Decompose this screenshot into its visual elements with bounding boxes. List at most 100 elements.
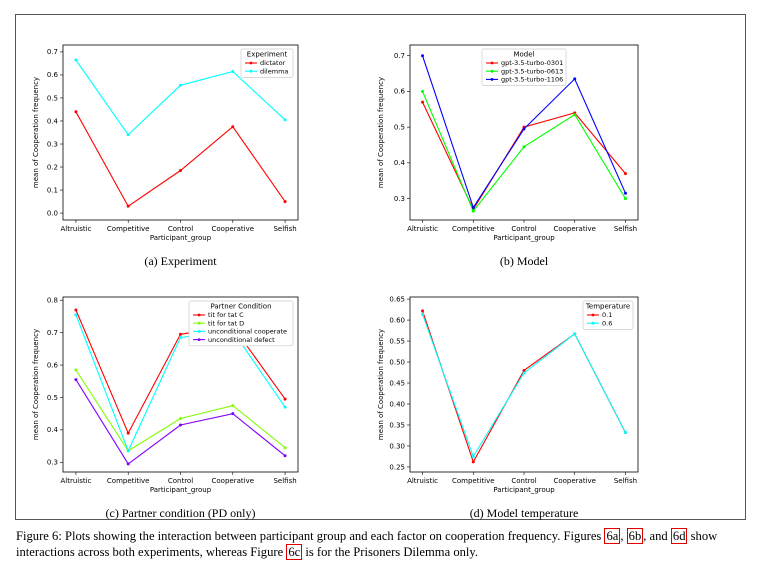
x-axis-label: Participant_group [493, 234, 555, 242]
legend-label: 0.1 [602, 311, 612, 319]
legend-label: unconditional defect [208, 336, 275, 344]
figure-frame [15, 14, 746, 520]
data-point [471, 209, 475, 213]
legend-title: Temperature [585, 303, 630, 311]
y-tick-label: 0.1 [47, 186, 58, 194]
legend-label: gpt-3.5-turbo-0301 [501, 59, 563, 67]
figure-caption: Figure 6: Plots showing the interaction … [16, 528, 746, 560]
data-point [179, 417, 182, 421]
legend-title: Model [513, 51, 534, 59]
y-tick-label: 0.6 [394, 88, 406, 96]
data-point [522, 371, 526, 375]
y-tick-label: 0.30 [389, 442, 405, 450]
data-point [573, 77, 577, 81]
x-tick-label: Control [168, 477, 193, 485]
x-tick-label: Competitive [107, 477, 150, 485]
data-point [283, 200, 287, 204]
y-axis-label: mean of Cooperation frequency [32, 77, 40, 188]
data-point [74, 313, 78, 317]
ref-link-6b[interactable]: 6b [626, 528, 644, 544]
data-point [74, 58, 78, 62]
y-tick-label: 0.3 [47, 140, 58, 148]
x-tick-label: Competitive [452, 477, 495, 485]
y-tick-label: 0.3 [394, 195, 405, 203]
legend-marker [249, 69, 253, 73]
data-point [126, 462, 130, 466]
y-tick-label: 0.60 [389, 316, 405, 324]
caption-sep-1: , [620, 529, 627, 543]
data-point [179, 336, 182, 340]
y-tick-label: 0.25 [389, 463, 405, 471]
chart-model-temperature: 0.25 0.30 0.35 0.40 0.45 0.50 0.55 0.60 0.65 Altr… [377, 295, 639, 494]
chart-experiment: 0.0 0.1 0.2 0.3 0.4 0.5 0.6 0.7 Altruistic Compet… [32, 44, 299, 242]
caption-text-1: Figure 6: Plots showing the interaction … [16, 529, 605, 543]
chart-partner-condition: 0.3 0.4 0.5 0.6 0.7 0.8 Altruistic Competitive C… [32, 297, 299, 494]
legend-label: tit for tat C [208, 311, 244, 319]
data-point [231, 69, 235, 73]
data-point [283, 454, 287, 458]
y-axis-label: mean of Cooperation frequency [32, 329, 40, 440]
data-point [231, 412, 235, 416]
data-point [623, 191, 627, 195]
legend-box [582, 300, 634, 330]
x-tick-label: Selfish [273, 225, 296, 233]
y-axis-label: mean of Cooperation frequency [377, 329, 385, 440]
legend-label: 0.6 [602, 319, 612, 327]
x-tick-label: Cooperative [212, 225, 255, 233]
data-point [623, 431, 627, 435]
caption-text-2: show interactions across both experiment… [16, 529, 718, 559]
subcaption-a: (a) Experiment [144, 254, 217, 268]
y-tick-label: 0.8 [47, 297, 58, 305]
data-point [126, 449, 130, 453]
series-line-0 [422, 101, 626, 211]
x-tick-label: Competitive [107, 225, 150, 233]
x-tick-label: Selfish [273, 477, 296, 485]
series-line-0 [75, 111, 286, 207]
data-point [74, 110, 78, 114]
data-point [522, 127, 526, 131]
legend-marker [197, 321, 201, 325]
data-point [179, 83, 182, 87]
y-tick-label: 0.4 [47, 117, 59, 125]
legend-box [188, 300, 294, 347]
data-point [231, 125, 235, 129]
legend-marker [591, 321, 595, 325]
legend-marker [490, 61, 494, 65]
legend-label: gpt-3.5-turbo-1106 [501, 76, 563, 84]
data-point [421, 309, 425, 313]
legend-label: unconditional cooperate [208, 328, 287, 336]
y-tick-label: 0.5 [394, 123, 405, 131]
y-tick-label: 0.65 [389, 295, 405, 303]
series-line-0 [421, 310, 626, 464]
legend-title: Experiment [247, 51, 288, 59]
y-tick-label: 0.5 [47, 394, 58, 402]
y-tick-label: 0.3 [47, 459, 58, 467]
data-point [421, 100, 425, 104]
x-tick-label: Altruistic [407, 477, 438, 485]
data-point [421, 312, 425, 316]
y-tick-label: 0.7 [47, 48, 58, 56]
ref-link-6a[interactable]: 6a [604, 528, 621, 544]
ref-link-6d[interactable]: 6d [670, 528, 688, 544]
data-point [126, 133, 130, 137]
x-tick-label: Selfish [614, 225, 637, 233]
x-tick-label: Altruistic [407, 225, 438, 233]
data-point [74, 368, 78, 372]
y-tick-label: 0.5 [47, 94, 58, 102]
legend-marker [197, 313, 201, 317]
x-tick-label: Control [511, 225, 536, 233]
data-point [179, 423, 182, 427]
legend-box [481, 48, 567, 86]
y-tick-label: 0.4 [47, 426, 59, 434]
ref-link-6c[interactable]: 6c [286, 544, 303, 560]
legend: Modelgpt-3.5-turbo-0301gpt-3.5-turbo-061… [481, 48, 567, 86]
x-axis-label: Participant_group [150, 486, 212, 494]
data-point [522, 145, 526, 149]
caption-sep-2: , and [643, 529, 671, 543]
legend-label: gpt-3.5-turbo-0613 [501, 67, 563, 75]
data-point [623, 197, 627, 201]
subcaption-b: (b) Model [499, 254, 549, 268]
